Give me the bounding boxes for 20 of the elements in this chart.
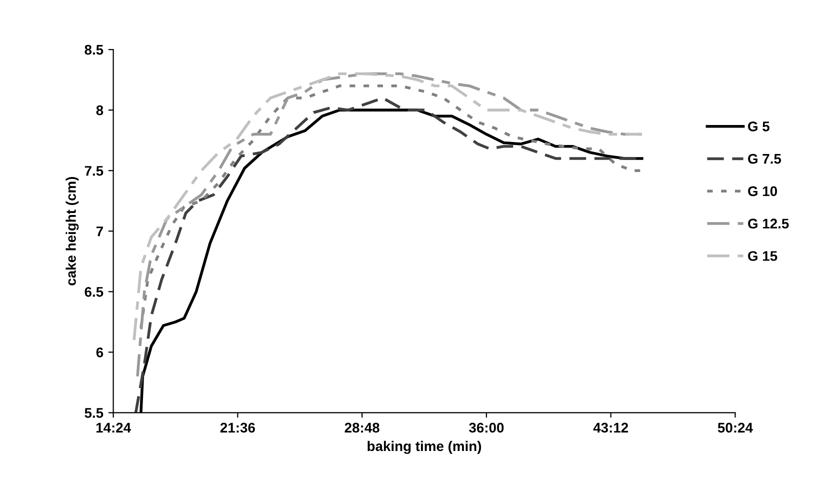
x-tick-label: 50:24: [718, 422, 753, 433]
y-axis-title: cake height (cm): [66, 177, 79, 286]
x-tick-label: 28:48: [344, 422, 380, 433]
x-tick-label: 21:36: [220, 422, 255, 433]
legend-label: G 10: [748, 186, 777, 196]
y-tick-label: 6: [96, 348, 104, 358]
legend-label: G 12.5: [748, 218, 789, 229]
x-tick-label: 43:12: [593, 422, 628, 433]
x-tick-label: 14:24: [96, 422, 131, 432]
legend-label: G 7.5: [748, 154, 782, 164]
legend-label: G 15: [748, 251, 778, 261]
y-tick-label: 7.5: [84, 166, 104, 176]
y-tick-label: 7: [96, 226, 103, 236]
y-tick-label: 5.5: [84, 408, 104, 418]
y-tick-label: 8.5: [84, 44, 104, 55]
legend-label: G 5: [748, 122, 770, 132]
y-tick-label: 6.5: [84, 286, 104, 297]
x-axis-title: baking time (min): [368, 440, 482, 454]
x-tick-label: 36:00: [469, 422, 504, 433]
y-tick-label: 8: [96, 105, 104, 116]
